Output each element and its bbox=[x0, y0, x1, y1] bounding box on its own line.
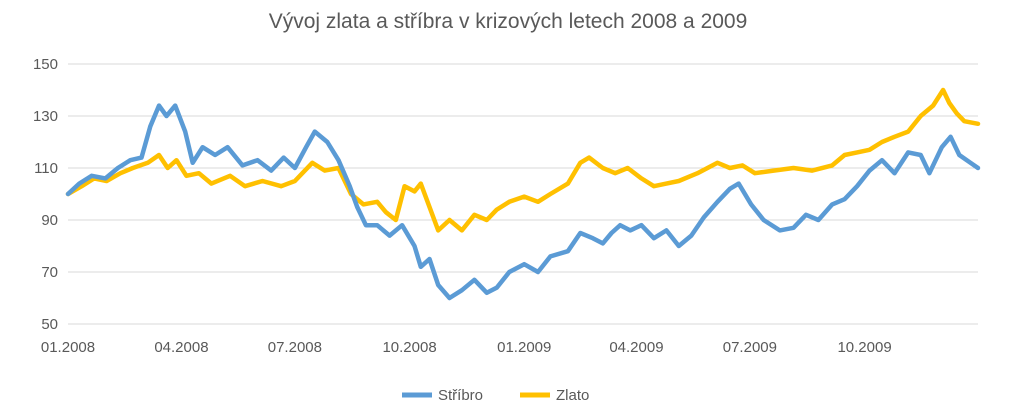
legend-label: Zlato bbox=[556, 387, 589, 404]
y-tick-label: 150 bbox=[33, 56, 58, 73]
x-tick-label: 04.2009 bbox=[609, 339, 663, 356]
series-line-Zlato bbox=[65, 87, 981, 233]
chart-title: Vývoj zlata a stříbra v krizových letech… bbox=[269, 10, 748, 33]
y-axis-ticks: 50 70 90 110 130 150 bbox=[33, 56, 58, 333]
x-tick-label: 01.2008 bbox=[41, 339, 95, 356]
x-tick-label: 01.2009 bbox=[497, 339, 551, 356]
series-lines bbox=[65, 87, 981, 301]
y-tick-label: 50 bbox=[41, 316, 58, 333]
y-tick-label: 110 bbox=[34, 160, 58, 177]
gridlines bbox=[68, 63, 978, 325]
legend-label: Stříbro bbox=[438, 387, 483, 404]
x-axis-ticks: 01.2008 04.2008 07.2008 10.2008 01.2009 04.20… bbox=[41, 339, 892, 356]
series-line-Stříbro bbox=[65, 103, 981, 301]
x-tick-label: 07.2008 bbox=[268, 339, 322, 356]
y-tick-label: 130 bbox=[33, 108, 58, 125]
x-tick-label: 10.2008 bbox=[382, 339, 436, 356]
y-tick-label: 70 bbox=[41, 264, 58, 281]
y-tick-label: 90 bbox=[41, 212, 58, 229]
x-tick-label: 04.2008 bbox=[154, 339, 208, 356]
legend: Stříbro Zlato bbox=[402, 387, 589, 404]
x-tick-label: 10.2009 bbox=[837, 339, 891, 356]
x-tick-label: 07.2009 bbox=[723, 339, 777, 356]
